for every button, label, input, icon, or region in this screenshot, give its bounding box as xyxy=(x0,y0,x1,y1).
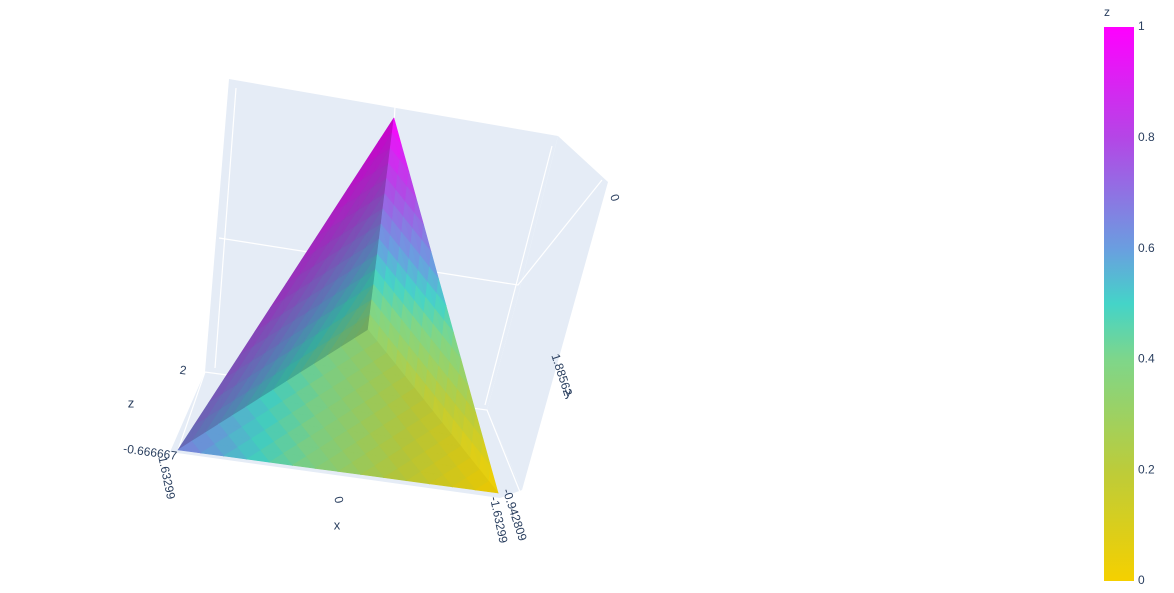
z-tick-label: -0.666667 xyxy=(122,441,178,462)
face-cell xyxy=(360,465,385,478)
face-cell xyxy=(222,447,248,460)
grid-line xyxy=(214,87,237,369)
x-tick-label: 0 xyxy=(331,495,346,505)
x-axis-title: x xyxy=(334,517,341,532)
face-cell xyxy=(382,468,408,482)
colorbar-tick-label: 1 xyxy=(1138,19,1145,33)
face-cell xyxy=(474,481,499,494)
face-cell xyxy=(268,453,293,466)
colorbar xyxy=(1104,27,1134,581)
face xyxy=(177,329,499,494)
face-cell xyxy=(428,474,453,488)
z-tick-label: 2 xyxy=(179,363,188,378)
face xyxy=(177,117,395,451)
colorbar-tick-label: 0.2 xyxy=(1138,462,1155,476)
colorbar-tick-label: 0.4 xyxy=(1138,352,1155,366)
mesh xyxy=(177,117,499,494)
side-pane xyxy=(487,136,608,490)
face-cell xyxy=(291,456,316,469)
face-cell xyxy=(337,462,362,475)
face-cell xyxy=(200,444,225,457)
face-cell xyxy=(177,440,202,454)
colorbar-title: z xyxy=(1104,5,1110,19)
face-cell xyxy=(405,471,431,485)
y-axis-title: y xyxy=(565,384,572,399)
grid-line xyxy=(484,145,553,406)
face xyxy=(367,117,499,494)
face-cell xyxy=(245,450,271,463)
colorbar-tick-label: 0 xyxy=(1138,573,1145,587)
face-cell xyxy=(451,477,476,491)
colorbar-tick-label: 0.8 xyxy=(1138,130,1155,144)
z-axis-title: z xyxy=(128,395,135,410)
colorbar-tick-label: 0.6 xyxy=(1138,241,1155,255)
face-cell xyxy=(314,459,339,472)
y-tick-label: 0 xyxy=(607,192,622,203)
